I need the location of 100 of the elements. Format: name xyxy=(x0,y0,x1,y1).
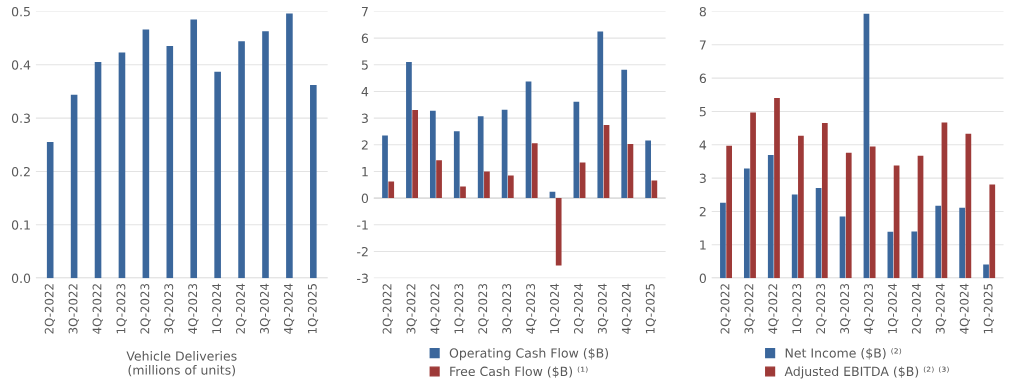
x-axis-title: Vehicle Deliveries (millions of units) xyxy=(126,351,237,377)
y-tick-label: 0.0 xyxy=(11,273,31,284)
x-tick-label: 2Q-2024 xyxy=(236,283,247,334)
y-tick-label: 1 xyxy=(362,167,368,177)
bar xyxy=(310,85,317,279)
x-tick-label: 3Q-2023 xyxy=(840,283,851,334)
y-tick-label: 2 xyxy=(361,140,368,150)
x-tick-label: 4Q-2023 xyxy=(864,283,875,334)
x-tick-label: 4Q-2022 xyxy=(430,284,441,334)
x-tick-label: 3Q-2022 xyxy=(68,284,79,334)
y-tick-label: 7 xyxy=(699,40,706,50)
x-tick-label: 4Q-2022 xyxy=(92,284,103,334)
bar xyxy=(477,116,484,199)
x-tick-label: 1Q-2023 xyxy=(454,283,465,334)
y-tick-label: 0 xyxy=(361,193,369,204)
bar xyxy=(262,31,269,279)
x-tick-label: 4Q-2024 xyxy=(959,283,971,334)
bar xyxy=(70,94,78,279)
legend-label: Adjusted EBITDA ($B) ⁽²⁾ ⁽³⁾ xyxy=(784,366,949,379)
x-tick-label: 1Q-2024 xyxy=(550,283,561,334)
y-tick-label: 0.1 xyxy=(11,220,30,230)
bar xyxy=(651,180,658,199)
bar xyxy=(214,71,221,279)
y-tick-label: 0.5 xyxy=(11,6,30,17)
y-tick-label: -3 xyxy=(357,273,368,284)
x-tick-label: 3Q-2024 xyxy=(935,283,947,334)
y-tick-label: 5 xyxy=(361,60,368,70)
bar xyxy=(959,207,965,279)
bar xyxy=(382,135,388,199)
x-tick-label: 2Q-2024 xyxy=(573,283,585,334)
x-tick-label: 1Q-2025 xyxy=(645,284,657,334)
bar xyxy=(798,135,804,279)
bar xyxy=(118,52,126,279)
y-tick-label: 0.3 xyxy=(11,113,30,124)
bar xyxy=(750,112,756,279)
bar xyxy=(190,19,198,279)
x-tick-label: 2Q-2022 xyxy=(44,284,55,334)
bar xyxy=(597,31,604,199)
x-tick-label: 4Q-2022 xyxy=(768,284,779,334)
bar xyxy=(720,202,726,279)
x-tick-label: 1Q-2025 xyxy=(983,284,994,334)
bar xyxy=(436,160,442,199)
bar xyxy=(238,41,245,279)
x-tick-label: 3Q-2023 xyxy=(502,283,513,334)
x-tick-label: 3Q-2024 xyxy=(597,283,609,334)
x-tick-label: 1Q-2025 xyxy=(307,284,319,334)
x-tick-label: 2Q-2023 xyxy=(816,283,827,334)
bar xyxy=(743,168,750,279)
x-tick-label: 4Q-2024 xyxy=(621,283,633,334)
bar xyxy=(869,146,876,279)
bar xyxy=(774,98,780,279)
x-tick-label: 4Q-2023 xyxy=(526,283,537,334)
x-tick-label: 1Q-2023 xyxy=(116,283,127,334)
x-tick-label: 1Q-2023 xyxy=(792,283,803,334)
x-tick-label: 2Q-2023 xyxy=(140,283,151,334)
y-tick-label: 1 xyxy=(700,240,706,250)
legend-label: Operating Cash Flow ($B) xyxy=(449,348,609,361)
x-tick-label: 2Q-2022 xyxy=(382,284,393,334)
bar xyxy=(460,186,466,199)
x-tick-label: 3Q-2023 xyxy=(164,283,175,334)
x-tick-label: 3Q-2024 xyxy=(259,283,271,334)
bar xyxy=(621,69,628,199)
y-tick-label: 3 xyxy=(361,113,368,124)
bar xyxy=(845,152,852,279)
x-tick-label: 2Q-2023 xyxy=(478,283,489,334)
y-tick-label: 8 xyxy=(699,6,706,17)
bar xyxy=(645,140,651,199)
bar xyxy=(388,181,395,199)
bar xyxy=(166,46,174,279)
bar xyxy=(767,155,774,279)
bar xyxy=(429,110,436,199)
y-tick-label: 2 xyxy=(699,206,706,217)
y-tick-label: 3 xyxy=(699,173,706,184)
x-tick-label: 2Q-2022 xyxy=(720,284,731,334)
y-tick-label: -2 xyxy=(357,246,368,257)
y-tick-label: 5 xyxy=(699,107,706,117)
legend-label: Free Cash Flow ($B) ⁽¹⁾ xyxy=(450,366,588,378)
bar xyxy=(983,264,989,279)
y-tick-label: 0.2 xyxy=(11,166,30,177)
bar xyxy=(911,231,918,279)
x-tick-label: 1Q-2024 xyxy=(887,283,899,334)
x-tick-label: 3Q-2022 xyxy=(406,284,417,334)
bar xyxy=(989,184,996,279)
bar xyxy=(286,13,293,279)
bar xyxy=(965,133,972,279)
bar xyxy=(94,62,102,279)
bar xyxy=(821,123,828,279)
y-tick-label: 6 xyxy=(699,73,707,84)
x-tick-label: 4Q-2023 xyxy=(188,283,199,334)
y-tick-label: 4 xyxy=(699,140,707,150)
x-tick-label: 1Q-2024 xyxy=(212,283,223,334)
y-tick-label: 0 xyxy=(699,273,706,284)
y-tick-label: 4 xyxy=(361,87,369,97)
bar xyxy=(453,131,460,199)
bar xyxy=(46,142,54,279)
y-tick-label: 6 xyxy=(361,33,369,44)
y-tick-label: -1 xyxy=(357,220,368,230)
bar xyxy=(507,175,514,199)
y-tick-label: 0.4 xyxy=(11,60,31,70)
bar xyxy=(142,29,150,279)
